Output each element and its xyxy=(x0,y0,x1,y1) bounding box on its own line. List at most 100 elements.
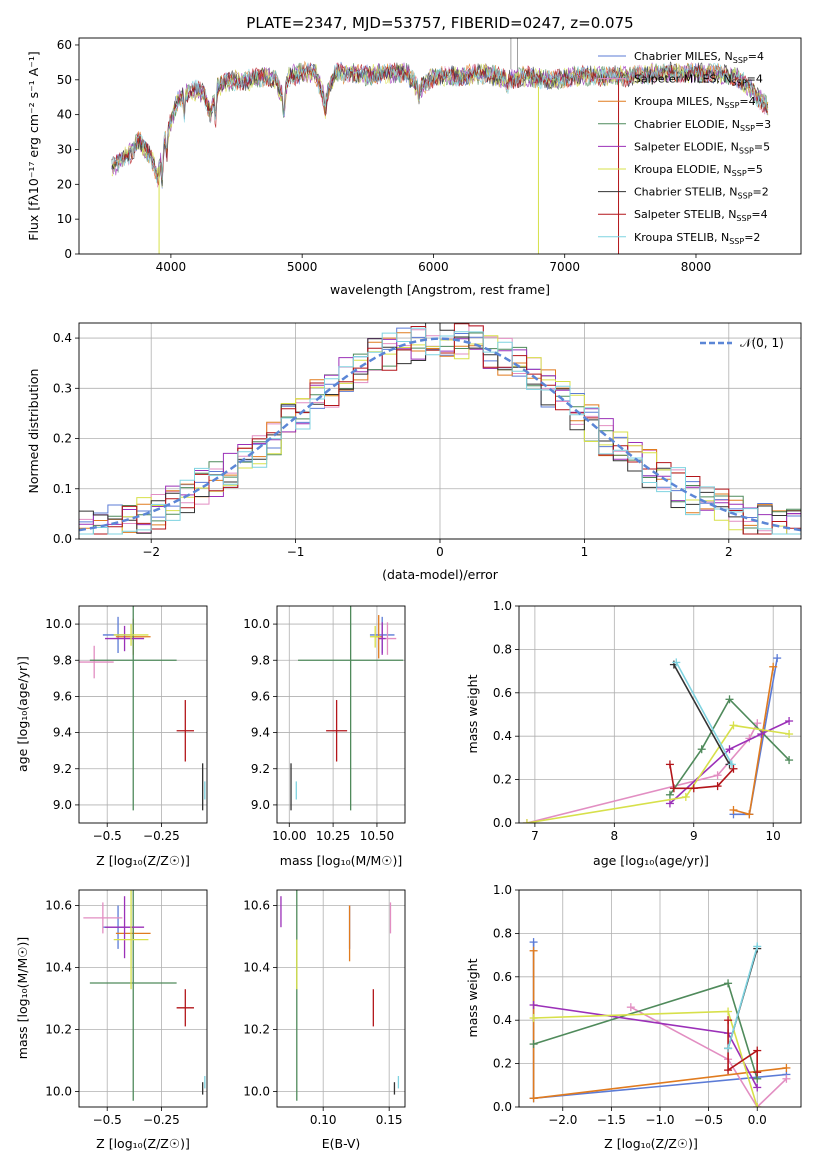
error-point xyxy=(326,700,348,762)
spectrum-line xyxy=(111,61,769,183)
axes-frame xyxy=(276,605,406,824)
weight-z-ylabel: mass weight xyxy=(465,958,480,1037)
mass-ebv-xlabel: E(B-V) xyxy=(322,1136,361,1151)
y-tick-label: 9.6 xyxy=(53,689,72,703)
legend-subscript: SSP xyxy=(732,169,747,178)
weight-line xyxy=(630,1006,787,1107)
legend-label: Kroupa STELIB, NSSP=2 xyxy=(634,231,760,246)
y-tick-label: 0.4 xyxy=(53,331,72,345)
x-tick-label: 10.00 xyxy=(272,829,306,843)
weight-line xyxy=(526,724,790,823)
y-tick-label: 0.6 xyxy=(493,970,512,984)
axes-frame xyxy=(78,889,208,1108)
weight-line xyxy=(727,946,758,1049)
age-mass-xlabel: mass [log₁₀(M/M☉)] xyxy=(280,853,402,868)
x-tick-label: 7 xyxy=(531,829,539,843)
error-point xyxy=(89,890,177,1101)
legend-subscript: SSP xyxy=(740,124,755,133)
weight-line xyxy=(673,664,731,765)
y-tick-label: 0.8 xyxy=(493,926,512,940)
legend-text: Kroupa MILES, N xyxy=(634,95,724,108)
legend-text: Chabrier STELIB, N xyxy=(634,186,738,199)
x-tick-label: 9 xyxy=(690,829,698,843)
x-tick-label: −0.25 xyxy=(143,829,180,843)
y-tick-label: 10.0 xyxy=(243,1085,270,1099)
weight-line xyxy=(675,662,733,765)
plot-area xyxy=(79,323,801,535)
x-tick-label: −1.5 xyxy=(597,1113,626,1127)
spectrum-legend: Chabrier MILES, NSSP=4 Salpeter MILES, NS… xyxy=(598,50,771,246)
mass-z-axes: −0.5 −0.25 10.0 10.2 10.4 10.6 xyxy=(45,889,208,1127)
y-tick-label: 0.4 xyxy=(493,1013,512,1027)
y-tick-label: 0.6 xyxy=(493,686,512,700)
error-point xyxy=(113,890,149,990)
error-point xyxy=(89,606,177,811)
spectrum-xlabel: wavelength [Angstrom, rest frame] xyxy=(330,282,550,297)
x-tick-label: 7000 xyxy=(549,260,580,274)
legend-label: Kroupa ELODIE, NSSP=5 xyxy=(634,163,763,178)
legend-subscript: SSP xyxy=(739,146,754,155)
y-tick-label: 9.8 xyxy=(53,653,72,667)
legend-suffix: =5 xyxy=(747,163,763,176)
legend-text: Salpeter ELODIE, N xyxy=(634,140,739,153)
weight-age-ylabel: mass weight xyxy=(465,674,480,753)
y-tick-label: 10.4 xyxy=(243,961,270,975)
legend-text: Chabrier ELODIE, N xyxy=(634,118,740,131)
y-tick-label: 10.6 xyxy=(243,899,270,913)
x-tick-label: 10.25 xyxy=(316,829,350,843)
legend-label: Chabrier MILES, NSSP=4 xyxy=(634,50,764,65)
legend-suffix: =4 xyxy=(739,95,755,108)
y-tick-label: 50 xyxy=(57,73,72,87)
normal-legend-label: 𝒩(0, 1) xyxy=(740,336,784,350)
normal-curve xyxy=(79,337,801,532)
weight-age-xlabel: age [log₁₀(age/yr)] xyxy=(593,853,709,868)
residual-legend: 𝒩(0, 1) xyxy=(700,336,784,350)
spectrum-line xyxy=(111,62,769,175)
error-point xyxy=(105,896,145,959)
error-point xyxy=(369,625,381,648)
legend-label: Salpeter STELIB, NSSP=4 xyxy=(634,208,768,223)
error-point xyxy=(176,700,194,762)
x-tick-label: −2 xyxy=(142,545,160,559)
x-tick-label: −2.0 xyxy=(548,1113,577,1127)
y-tick-label: 0.1 xyxy=(53,482,72,496)
y-tick-label: 10.0 xyxy=(243,617,270,631)
residual-xlabel: (data-model)/error xyxy=(382,567,499,582)
legend-subscript: SSP xyxy=(736,214,751,223)
x-tick-label: −0.5 xyxy=(694,1113,723,1127)
plot-area xyxy=(83,890,206,1101)
legend-subscript: SSP xyxy=(732,79,747,88)
x-tick-label: 0 xyxy=(436,545,444,559)
x-tick-label: 10 xyxy=(766,829,781,843)
y-tick-label: 0.4 xyxy=(493,729,512,743)
legend-label: Salpeter MILES, NSSP=4 xyxy=(634,73,763,88)
y-tick-label: 1.0 xyxy=(493,883,512,897)
mass-z-ylabel: mass [log₁₀(M/M☉)] xyxy=(15,937,30,1059)
y-tick-label: 60 xyxy=(57,38,72,52)
legend-label: Salpeter ELODIE, NSSP=5 xyxy=(634,140,770,155)
y-tick-label: 0 xyxy=(64,247,72,261)
spectrum-panel: PLATE=2347, MJD=53757, FIBERID=0247, z=0… xyxy=(26,14,802,297)
x-tick-label: 0.0 xyxy=(748,1113,767,1127)
x-tick-label: −1.0 xyxy=(645,1113,674,1127)
x-tick-label: −0.5 xyxy=(93,829,122,843)
plot-area xyxy=(522,654,794,823)
plot-area xyxy=(111,38,769,254)
spectrum-line xyxy=(111,62,769,186)
x-tick-label: 6000 xyxy=(418,260,449,274)
error-point xyxy=(113,624,149,646)
legend-label: Chabrier ELODIE, NSSP=3 xyxy=(634,118,771,133)
y-tick-label: 10.2 xyxy=(45,1023,72,1037)
x-tick-label: 5000 xyxy=(287,260,318,274)
y-tick-label: 9.4 xyxy=(53,726,72,740)
y-tick-label: 9.4 xyxy=(251,726,270,740)
legend-subscript: SSP xyxy=(724,101,739,110)
weight-line xyxy=(533,1010,758,1107)
weight-z-xlabel: Z [log₁₀(Z/Z☉)] xyxy=(604,1136,698,1151)
legend-text: Salpeter STELIB, N xyxy=(634,208,736,221)
error-point xyxy=(79,645,114,679)
y-tick-label: 0.0 xyxy=(493,816,512,830)
legend-suffix: =3 xyxy=(755,118,771,131)
spectrum-title: PLATE=2347, MJD=53757, FIBERID=0247, z=0… xyxy=(246,14,633,32)
y-tick-label: 10.0 xyxy=(45,617,72,631)
